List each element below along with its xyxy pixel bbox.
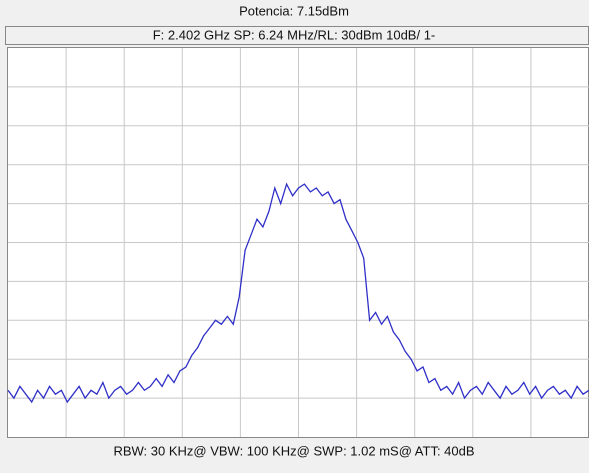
bandwidth-readout: RBW: 30 KHz@ VBW: 100 KHz@ SWP: 1.02 mS@… (113, 443, 474, 458)
trace (7, 182, 589, 404)
settings-readout: F: 2.402 GHz SP: 6.24 MHz/RL: 30dBm 10dB… (153, 27, 436, 42)
grid (8, 48, 589, 437)
power-readout: Potencia: 7.15dBm (239, 3, 349, 18)
